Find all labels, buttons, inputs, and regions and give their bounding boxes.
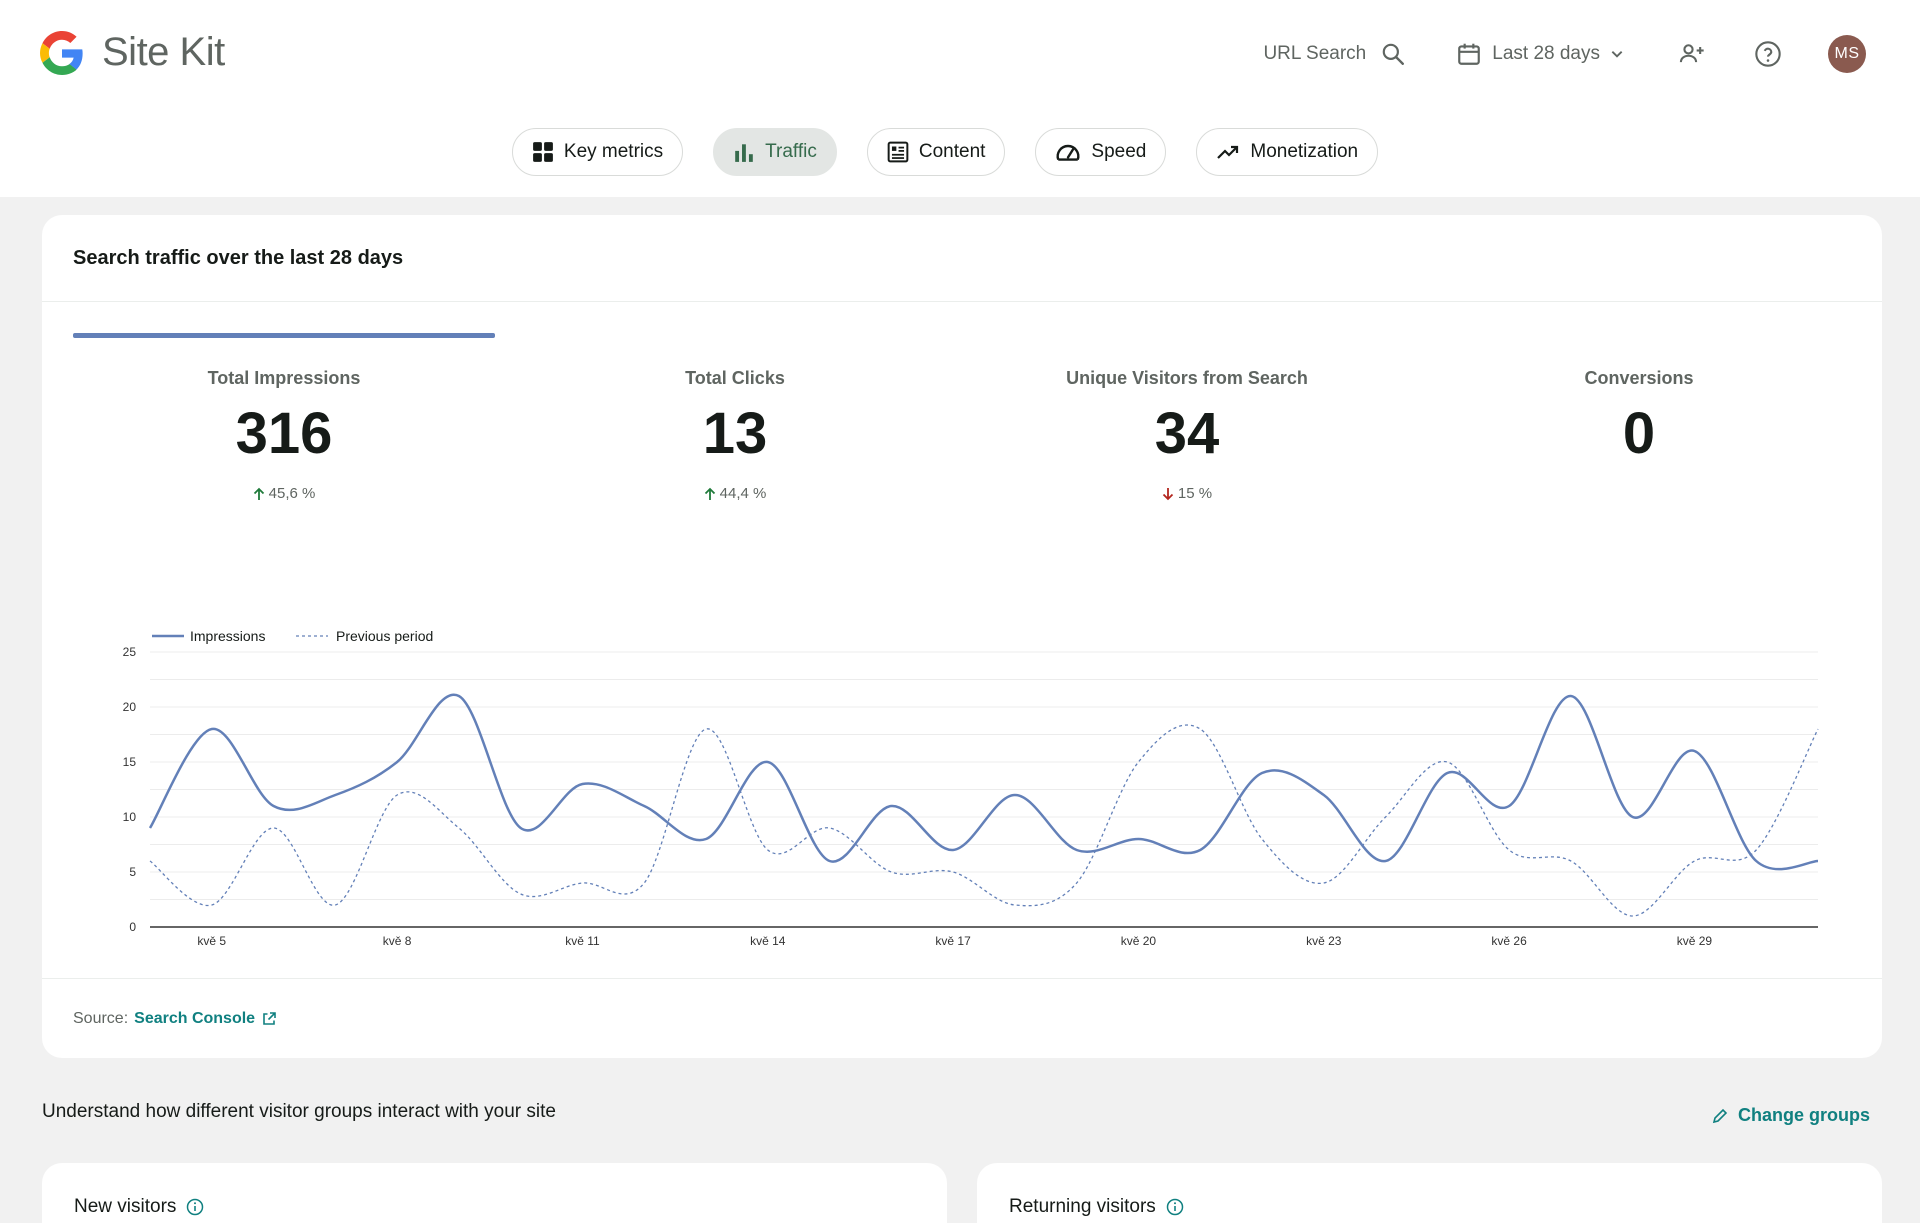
brand-name: Site Kit (102, 30, 225, 74)
y-tick-label: 10 (123, 810, 137, 824)
y-tick-label: 15 (123, 755, 137, 769)
metric-value: 13 (702, 401, 768, 466)
x-tick-label: kvě 11 (565, 934, 600, 945)
divider (42, 301, 1882, 302)
info-icon[interactable] (1166, 1198, 1184, 1216)
metric-value: 0 (1622, 401, 1656, 466)
add-user-button[interactable] (1676, 38, 1708, 70)
tab-speed[interactable]: Speed (1035, 128, 1167, 176)
site-kit-logo[interactable]: Site Kit (40, 30, 225, 75)
help-button[interactable] (1752, 38, 1784, 70)
metric-total-impressions[interactable]: Total Impressions 316 45,6 % (134, 368, 434, 502)
metric-change-value: 15 % (1177, 485, 1213, 502)
dashboard-tabs: Key metrics Traffic Content Speed Moneti… (0, 128, 1920, 176)
active-metric-indicator (73, 333, 495, 338)
new-visitors-card: New visitors (42, 1163, 947, 1223)
metric-value: 34 (1154, 401, 1220, 466)
person-add-icon (1679, 44, 1704, 63)
visitor-groups-intro: Understand how different visitor groups … (42, 1101, 556, 1122)
source-label: Source: (73, 1010, 129, 1027)
legend-label-previous-period: Previous period (336, 628, 433, 644)
source-line: Source: Search Console (73, 1010, 277, 1028)
tab-label: Key metrics (563, 141, 664, 162)
y-tick-label: 5 (129, 865, 136, 879)
chevron-down-icon (1611, 51, 1623, 58)
tab-content[interactable]: Content (866, 128, 1006, 176)
card-title: Search traffic over the last 28 days (73, 247, 404, 269)
change-groups-label: Change groups (1737, 1105, 1870, 1125)
divider (42, 978, 1882, 979)
metric-change: 45,6 % (134, 485, 434, 502)
y-tick-label: 20 (123, 700, 137, 714)
info-icon[interactable] (186, 1198, 204, 1216)
pencil-icon (1712, 1108, 1728, 1123)
user-avatar[interactable]: MS (1828, 35, 1866, 73)
previous-period-series-line (149, 724, 1819, 917)
tab-label: Traffic (765, 141, 817, 162)
group-title: Returning visitors (1009, 1196, 1156, 1217)
metric-label: Total Impressions (207, 368, 361, 388)
speedometer-icon (1056, 144, 1080, 161)
group-title: New visitors (74, 1196, 177, 1217)
x-tick-label: kvě 14 (750, 934, 786, 945)
impressions-series-line (148, 693, 1819, 871)
change-groups-button[interactable]: Change groups (1712, 1105, 1870, 1126)
x-tick-label: kvě 17 (935, 934, 971, 945)
arrow-up-icon (704, 487, 715, 500)
url-search-button[interactable]: URL Search (1263, 41, 1406, 67)
returning-visitors-card: Returning visitors (977, 1163, 1882, 1223)
search-traffic-card: Search traffic over the last 28 days Tot… (42, 215, 1882, 1058)
metric-change-value: 45,6 % (268, 485, 316, 502)
x-tick-label: kvě 8 (383, 934, 412, 945)
impressions-chart: 0 5 10 15 20 25 kvě 5 kvě 8 kvě 11 kvě 14 kvě 17 kv… (42, 595, 1882, 948)
metric-total-clicks[interactable]: Total Clicks 13 44,4 % (585, 368, 885, 502)
x-tick-label: kvě 29 (1677, 934, 1713, 945)
grid-icon (532, 142, 553, 162)
top-bar: Site Kit URL Search Last 28 days MS Key … (0, 0, 1920, 197)
y-tick-label: 0 (129, 920, 136, 934)
google-g-icon (40, 30, 83, 75)
content-icon (887, 141, 909, 163)
metric-label: Unique Visitors from Search (1066, 368, 1308, 388)
x-tick-label: kvě 26 (1491, 934, 1527, 945)
metric-change-value: 44,4 % (719, 485, 767, 502)
tab-traffic[interactable]: Traffic (713, 128, 837, 176)
url-search-label: URL Search (1263, 43, 1367, 64)
metric-label: Conversions (1584, 368, 1694, 388)
calendar-icon (1458, 43, 1481, 65)
tab-label: Monetization (1250, 141, 1359, 162)
trending-up-icon (1217, 145, 1239, 159)
legend-label-impressions: Impressions (190, 628, 265, 644)
metric-change: 44,4 % (585, 485, 885, 502)
metric-unique-visitors[interactable]: Unique Visitors from Search 34 15 % (1037, 368, 1337, 502)
arrow-up-icon (253, 487, 264, 500)
bar-chart-icon (735, 144, 753, 162)
metric-conversions[interactable]: Conversions 0 (1489, 368, 1789, 463)
x-tick-label: kvě 23 (1306, 934, 1342, 945)
x-tick-label: kvě 5 (197, 934, 226, 945)
external-link-icon[interactable] (261, 1011, 277, 1027)
tab-label: Content (918, 141, 986, 162)
help-icon (1755, 41, 1781, 67)
metric-label: Total Clicks (685, 368, 785, 388)
tab-label: Speed (1091, 141, 1147, 162)
date-range-label: Last 28 days (1492, 43, 1600, 64)
arrow-down-icon (1162, 487, 1174, 500)
x-tick-label: kvě 20 (1121, 934, 1157, 945)
metric-change: 15 % (1037, 485, 1337, 502)
tab-monetization[interactable]: Monetization (1196, 128, 1379, 176)
impressions-line-chart: 0 5 10 15 20 25 kvě 5 kvě 8 kvě 11 kvě 14 kvě 17 kv… (123, 628, 1819, 948)
y-tick-label: 25 (123, 645, 137, 659)
tab-key-metrics[interactable]: Key metrics (511, 128, 684, 176)
date-range-selector[interactable]: Last 28 days (1456, 41, 1624, 67)
metric-value: 316 (235, 401, 333, 466)
search-console-link[interactable]: Search Console (134, 1010, 256, 1027)
search-icon (1382, 43, 1405, 65)
